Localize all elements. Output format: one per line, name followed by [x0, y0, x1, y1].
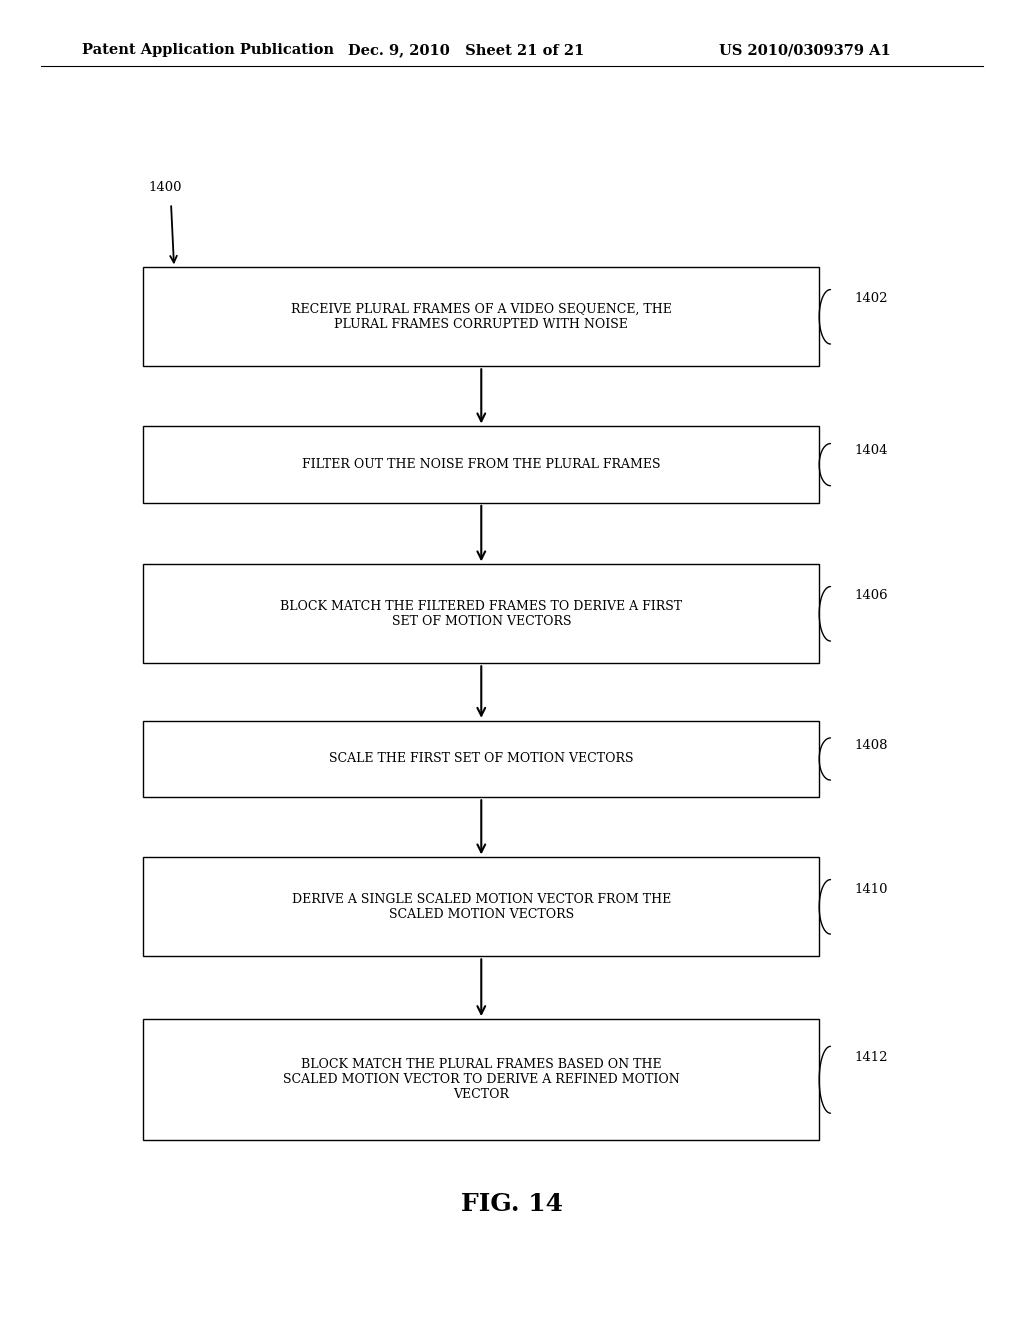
- Text: FILTER OUT THE NOISE FROM THE PLURAL FRAMES: FILTER OUT THE NOISE FROM THE PLURAL FRA…: [302, 458, 660, 471]
- Text: 1402: 1402: [854, 293, 888, 305]
- Text: 1412: 1412: [854, 1052, 888, 1064]
- Text: DERIVE A SINGLE SCALED MOTION VECTOR FROM THE
SCALED MOTION VECTORS: DERIVE A SINGLE SCALED MOTION VECTOR FRO…: [292, 892, 671, 921]
- Text: 1408: 1408: [854, 739, 888, 751]
- Text: 1404: 1404: [854, 445, 888, 457]
- Text: BLOCK MATCH THE PLURAL FRAMES BASED ON THE
SCALED MOTION VECTOR TO DERIVE A REFI: BLOCK MATCH THE PLURAL FRAMES BASED ON T…: [283, 1059, 680, 1101]
- Text: 1406: 1406: [854, 590, 888, 602]
- Text: US 2010/0309379 A1: US 2010/0309379 A1: [719, 44, 891, 57]
- Bar: [143, 565, 819, 663]
- Text: Dec. 9, 2010   Sheet 21 of 21: Dec. 9, 2010 Sheet 21 of 21: [348, 44, 584, 57]
- Text: FIG. 14: FIG. 14: [461, 1192, 563, 1216]
- Text: BLOCK MATCH THE FILTERED FRAMES TO DERIVE A FIRST
SET OF MOTION VECTORS: BLOCK MATCH THE FILTERED FRAMES TO DERIV…: [281, 599, 682, 628]
- Text: 1410: 1410: [854, 883, 888, 895]
- Text: Patent Application Publication: Patent Application Publication: [82, 44, 334, 57]
- Bar: [143, 1019, 819, 1140]
- Bar: [143, 267, 819, 366]
- Bar: [143, 426, 819, 503]
- Text: 1400: 1400: [148, 181, 182, 194]
- Bar: [143, 721, 819, 797]
- Text: SCALE THE FIRST SET OF MOTION VECTORS: SCALE THE FIRST SET OF MOTION VECTORS: [329, 752, 634, 766]
- Text: RECEIVE PLURAL FRAMES OF A VIDEO SEQUENCE, THE
PLURAL FRAMES CORRUPTED WITH NOIS: RECEIVE PLURAL FRAMES OF A VIDEO SEQUENC…: [291, 302, 672, 331]
- Bar: [143, 858, 819, 956]
